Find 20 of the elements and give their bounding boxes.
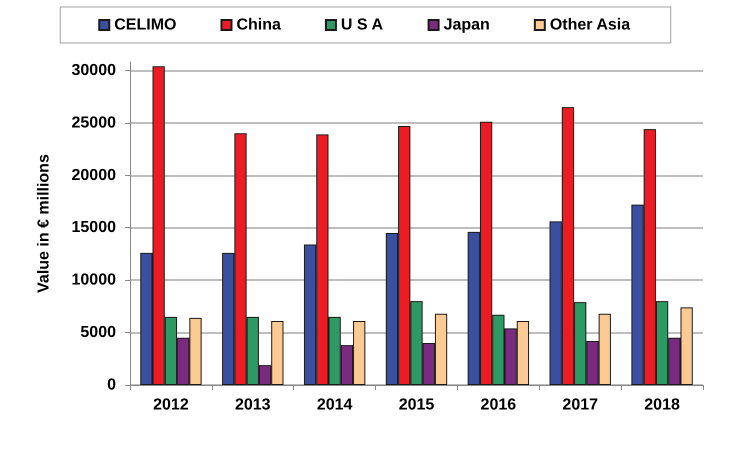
y-tick-label: 5000 [80,324,116,342]
y-tick-label: 25000 [72,114,116,132]
legend-label: China [236,16,282,34]
x-tick-label: 2016 [480,396,516,414]
x-tick-label: 2012 [153,396,189,414]
y-tick-label: 20000 [72,166,116,184]
legend-label: Other Asia [550,16,630,34]
legend-label: Japan [444,16,490,34]
y-tick-label: 15000 [72,219,116,236]
x-tick-label: 2017 [562,396,598,414]
y-axis-title: Value in € millions [36,154,52,293]
legend-label: CELIMO [114,16,176,34]
x-tick-label: 2013 [234,396,271,414]
y-tick-label: 0 [107,376,116,394]
y-tick-label: 30000 [72,62,116,79]
x-tick-label: 2014 [316,396,353,414]
x-tick-label: 2018 [644,396,680,414]
y-tick-label: 10000 [72,272,116,289]
legend-label: U S A [340,16,384,34]
x-tick-label: 2015 [398,396,434,414]
